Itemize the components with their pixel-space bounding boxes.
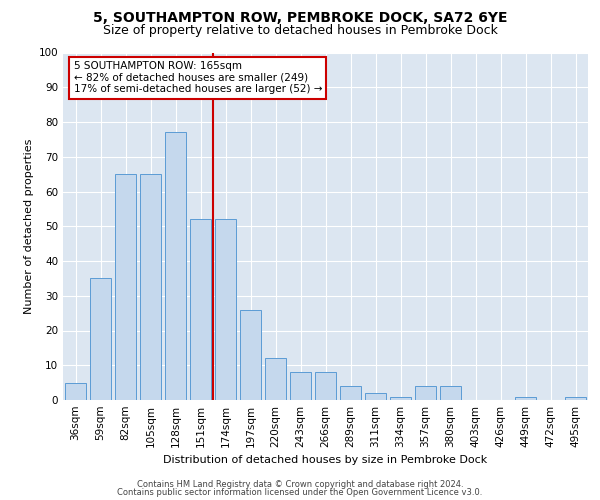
Bar <box>415 386 436 400</box>
Bar <box>365 393 386 400</box>
Bar <box>315 372 336 400</box>
Bar <box>565 396 586 400</box>
Bar <box>440 386 461 400</box>
Bar <box>340 386 361 400</box>
X-axis label: Distribution of detached houses by size in Pembroke Dock: Distribution of detached houses by size … <box>163 456 488 466</box>
Bar <box>215 220 236 400</box>
Bar <box>115 174 136 400</box>
Bar <box>140 174 161 400</box>
Bar <box>515 396 536 400</box>
Text: Size of property relative to detached houses in Pembroke Dock: Size of property relative to detached ho… <box>103 24 497 37</box>
Text: Contains public sector information licensed under the Open Government Licence v3: Contains public sector information licen… <box>118 488 482 497</box>
Bar <box>390 396 411 400</box>
Bar <box>165 132 186 400</box>
Bar <box>265 358 286 400</box>
Bar <box>90 278 111 400</box>
Bar <box>190 220 211 400</box>
Text: 5 SOUTHAMPTON ROW: 165sqm
← 82% of detached houses are smaller (249)
17% of semi: 5 SOUTHAMPTON ROW: 165sqm ← 82% of detac… <box>74 61 322 94</box>
Bar <box>290 372 311 400</box>
Bar <box>65 382 86 400</box>
Text: Contains HM Land Registry data © Crown copyright and database right 2024.: Contains HM Land Registry data © Crown c… <box>137 480 463 489</box>
Y-axis label: Number of detached properties: Number of detached properties <box>25 138 34 314</box>
Bar <box>240 310 261 400</box>
Text: 5, SOUTHAMPTON ROW, PEMBROKE DOCK, SA72 6YE: 5, SOUTHAMPTON ROW, PEMBROKE DOCK, SA72 … <box>93 11 507 25</box>
